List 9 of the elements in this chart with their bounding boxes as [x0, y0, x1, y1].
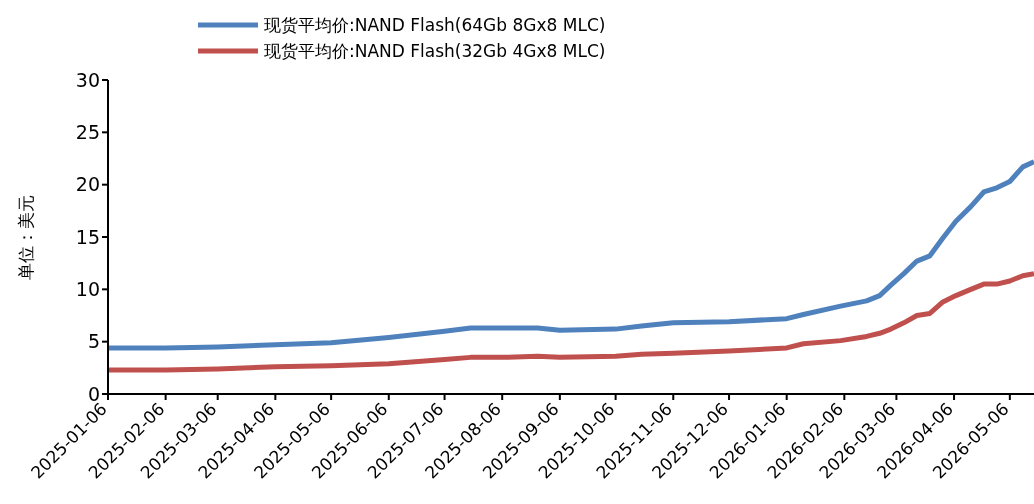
y-tick-label: 20 [75, 173, 100, 196]
y-tick-label: 25 [75, 121, 100, 144]
legend-label: 现货平均价:NAND Flash(64Gb 8Gx8 MLC) [264, 14, 606, 37]
y-tick-label: 15 [75, 225, 100, 248]
y-tick-label: 30 [75, 68, 100, 91]
y-axis-title: 单位：美元 [16, 194, 37, 280]
legend-label: 现货平均价:NAND Flash(32Gb 4Gx8 MLC) [264, 40, 606, 63]
y-tick-label: 10 [75, 278, 100, 301]
y-tick-label: 5 [87, 330, 100, 353]
